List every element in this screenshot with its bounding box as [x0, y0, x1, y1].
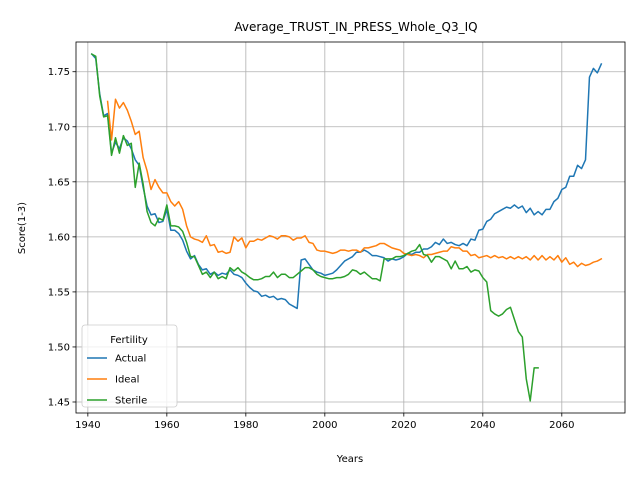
x-tick-label: 1960 [154, 420, 179, 431]
series-line-actual [90, 53, 603, 310]
legend-label-sterile: Sterile [115, 396, 147, 407]
series-lines [90, 53, 603, 402]
legend-label-ideal: Ideal [115, 375, 139, 386]
x-axis-label: Years [336, 454, 363, 465]
y-axis-ticks: 1.45 1.50 1.55 1.60 1.65 1.70 1.75 [48, 67, 76, 408]
legend-title: Fertility [110, 335, 148, 346]
legend-box [81, 324, 178, 408]
x-tick-label: 1940 [75, 420, 100, 431]
plot-frame [75, 41, 626, 414]
y-tick-label: 1.70 [48, 122, 70, 133]
y-tick-label: 1.50 [48, 342, 70, 353]
series-line-sterile [90, 53, 539, 402]
y-tick-label: 1.60 [48, 232, 70, 243]
legend-label-actual: Actual [115, 354, 146, 365]
y-tick-label: 1.55 [48, 287, 70, 298]
x-tick-label: 2000 [312, 420, 337, 431]
x-axis-ticks: 1940 1960 1980 2000 2020 2040 2060 [75, 413, 575, 431]
y-tick-label: 1.65 [48, 177, 70, 188]
x-tick-label: 1980 [233, 420, 258, 431]
x-tick-label: 2040 [470, 420, 495, 431]
y-axis-label: Score(1-3) [17, 202, 28, 254]
y-tick-label: 1.45 [48, 397, 70, 408]
x-tick-label: 2020 [391, 420, 416, 431]
chart-title: Average_TRUST_IN_PRESS_Whole_Q3_IQ [234, 20, 477, 34]
series-line-ideal [106, 98, 603, 268]
x-tick-label: 2060 [549, 420, 574, 431]
legend: Fertility Actual Ideal Sterile [81, 324, 178, 408]
y-tick-label: 1.75 [48, 67, 70, 78]
